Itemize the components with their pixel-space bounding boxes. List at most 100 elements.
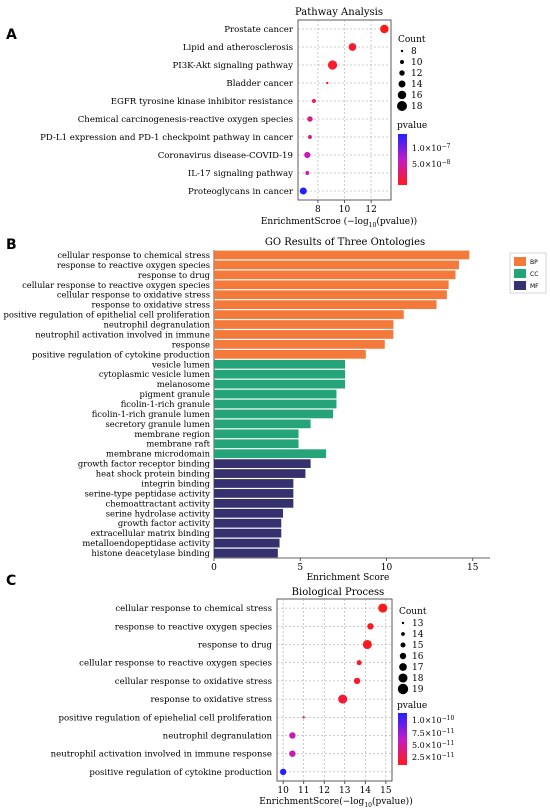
bar (214, 508, 283, 518)
x-tick-label: 15 (467, 563, 479, 573)
y-category-label: response to drug (138, 270, 211, 280)
y-category-label: ficolin-1-rich granule (121, 399, 210, 409)
x-tick-label: 10 (277, 786, 289, 796)
bar (214, 369, 346, 379)
bar (214, 449, 327, 459)
bar (214, 399, 337, 409)
bar (214, 250, 470, 260)
data-point (362, 639, 372, 650)
panel-c-title: Biological Process (292, 587, 385, 598)
x-tick-label: 8 (315, 205, 321, 215)
y-category-label: metalloendopeptidase activity (82, 538, 210, 548)
legend-label: CC (530, 271, 538, 278)
y-category-label: Coronavirus disease-COVID-19 (158, 151, 293, 161)
bar (214, 439, 299, 449)
count-legend-label: 13 (412, 619, 424, 629)
data-point (326, 81, 329, 85)
y-category-label: vesicle lumen (151, 359, 211, 369)
count-legend-dot (397, 683, 409, 695)
y-category-label: response to oxidative stress (150, 695, 272, 705)
count-legend-dot (397, 90, 407, 100)
y-category-label: cellular response to chemical stress (115, 604, 272, 614)
y-category-label: Chemical carcinogenesis-reactive oxygen … (78, 115, 293, 125)
pvalue-legend-label: 5.0×10−8 (412, 159, 451, 169)
count-legend-dot (399, 652, 407, 660)
y-category-label: membrane raft (146, 439, 210, 449)
y-category-label: serine-type peptidase activity (85, 488, 211, 498)
data-point (353, 677, 361, 685)
bar (214, 320, 394, 329)
count-legend-dot (398, 80, 406, 88)
panel-a-count-legend-title: Count (398, 35, 426, 45)
pvalue-legend-label: 1.0×10−7 (412, 143, 451, 153)
data-point (378, 603, 388, 613)
x-tick-label: 12 (365, 205, 376, 215)
data-point (305, 171, 310, 175)
y-category-label: positive regulation of epiehelial cell p… (59, 713, 273, 723)
y-category-label: serine hydrolase activity (106, 508, 211, 518)
bar (214, 489, 294, 498)
y-category-label: response (172, 339, 210, 349)
legend-label: BP (530, 259, 538, 266)
bar (214, 479, 294, 488)
y-category-label: positive regulation of epithelial cell p… (4, 310, 211, 320)
panel-letter-a: A (6, 27, 17, 43)
pvalue-legend-label: 2.5×10−11 (412, 752, 454, 762)
bar (214, 310, 404, 319)
count-legend-label: 15 (412, 641, 424, 651)
x-tick-label: 12 (319, 786, 330, 796)
y-category-label: ficolin-1-rich granule lumen (92, 409, 211, 419)
y-category-label: membrane microdomain (106, 449, 211, 459)
count-legend-label: 18 (411, 102, 423, 112)
x-tick-label: 11 (298, 786, 309, 796)
data-point (279, 768, 287, 776)
panel-c: Biological Process cellular response to … (51, 587, 455, 809)
y-category-label: membrane region (134, 429, 210, 439)
y-category-label: Proteoglycans in cancer (188, 187, 294, 197)
x-tick-label: 0 (211, 563, 217, 573)
data-point (367, 623, 374, 630)
y-category-label: cellular response to reactive oxygen spe… (79, 659, 272, 669)
count-legend-dot (399, 663, 407, 671)
y-category-label: melanosome (157, 379, 210, 389)
y-category-label: cellular response to oxidative stress (57, 290, 210, 300)
count-legend-dot (400, 60, 404, 64)
panel-b-title: GO Results of Three Ontologies (265, 237, 425, 248)
y-category-label: EGFR tyrosine kinase inhibitor resistanc… (111, 97, 293, 107)
y-category-label: cellular response to chemical stress (57, 250, 210, 260)
legend-label: MF (530, 283, 539, 290)
pvalue-legend-label: 7.5×10−11 (412, 728, 454, 738)
panel-letter-b: B (6, 237, 17, 253)
y-category-label: heat shock protein binding (96, 469, 211, 479)
bar (214, 498, 294, 508)
data-point (302, 716, 305, 719)
y-category-label: pigment granule (139, 389, 210, 399)
bar (214, 389, 337, 399)
legend-swatch (514, 257, 526, 266)
data-point (356, 660, 362, 666)
bar (214, 409, 334, 419)
y-category-label: PI3K-Akt signaling pathway (173, 61, 294, 71)
count-legend-label: 14 (411, 80, 423, 90)
y-category-label: chemoattractant activity (106, 498, 211, 508)
y-category-label: Lipid and atherosclerosis (183, 43, 293, 53)
bar (214, 518, 282, 528)
panel-a-xlabel: EnrichmentScroe (−log10(pvalue)) (261, 216, 417, 229)
y-category-label: positive regulation of cytokine producti… (32, 349, 211, 359)
bar (214, 548, 278, 558)
bar (214, 429, 299, 439)
panel-b-xlabel: Enrichment Score (307, 573, 390, 583)
count-legend-dot (400, 49, 404, 53)
x-tick-label: 14 (360, 786, 372, 796)
bar (214, 459, 311, 468)
y-category-label: Prostate cancer (224, 25, 294, 35)
y-category-label: response to reactive oxygen species (115, 622, 272, 632)
count-legend-label: 8 (411, 47, 417, 57)
data-point (307, 135, 312, 139)
count-legend-dot (400, 642, 406, 648)
y-category-label: PD-L1 expression and PD-1 checkpoint pat… (40, 133, 294, 143)
panel-c-pvalue-colorbar (398, 713, 407, 765)
y-category-label: cellular response to reactive oxygen spe… (22, 280, 210, 290)
panel-c-count-legend-title: Count (399, 607, 427, 617)
